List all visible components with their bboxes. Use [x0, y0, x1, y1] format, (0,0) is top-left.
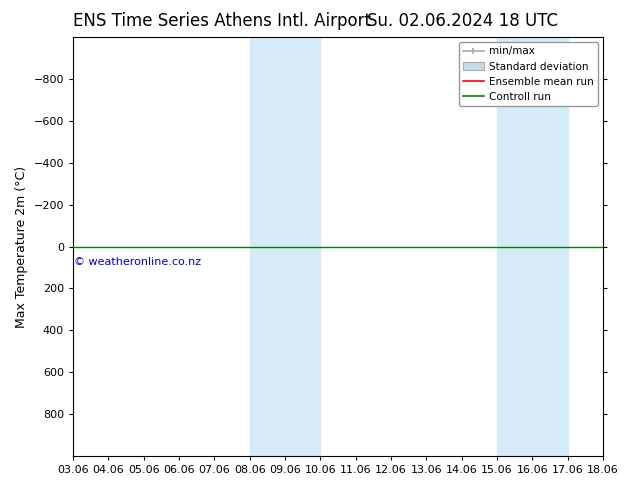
Text: ENS Time Series Athens Intl. Airport: ENS Time Series Athens Intl. Airport: [73, 12, 371, 30]
Legend: min/max, Standard deviation, Ensemble mean run, Controll run: min/max, Standard deviation, Ensemble me…: [459, 42, 598, 106]
Text: Su. 02.06.2024 18 UTC: Su. 02.06.2024 18 UTC: [367, 12, 559, 30]
Bar: [250, 37, 285, 456]
Text: © weatheronline.co.nz: © weatheronline.co.nz: [74, 257, 201, 267]
Bar: [285, 37, 320, 456]
Y-axis label: Max Temperature 2m (°C): Max Temperature 2m (°C): [15, 166, 28, 328]
Bar: [533, 37, 568, 456]
Bar: [497, 37, 533, 456]
